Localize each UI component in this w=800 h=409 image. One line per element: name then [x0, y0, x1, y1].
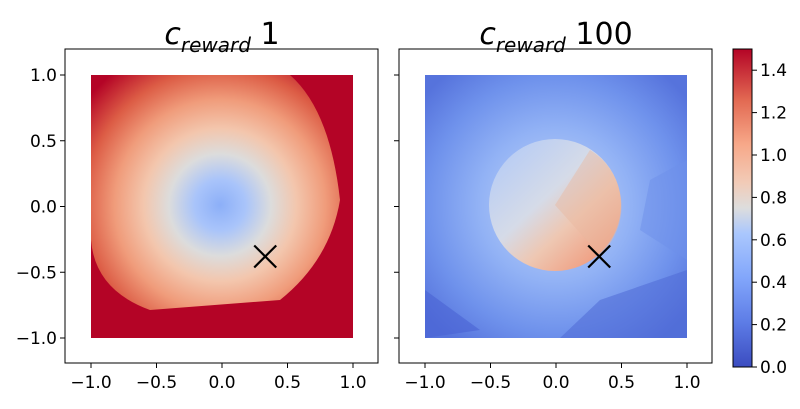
right-panel: creward 100 −1.0 −0.5 0.0 0.5 1.0	[394, 17, 713, 393]
x-tick-label: −1.0	[404, 373, 445, 393]
x-tick-label: 0.5	[274, 373, 301, 393]
colorbar-gradient	[732, 48, 753, 368]
x-tick-label: 0.5	[608, 373, 635, 393]
y-tick-label: −0.5	[16, 263, 57, 283]
right-title: creward 100	[479, 17, 632, 57]
left-x-axis: −1.0 −0.5 0.0 0.5 1.0	[70, 363, 367, 393]
right-heatmap	[425, 75, 687, 338]
right-marker-x	[587, 244, 612, 269]
colorbar-ticks: 0.0 0.2 0.4 0.6 0.8 1.0 1.2 1.4	[752, 61, 787, 378]
colorbar-tick-label: 0.2	[760, 316, 787, 336]
y-tick-label: 1.0	[30, 66, 57, 86]
colorbar-tick-label: 1.0	[760, 146, 787, 166]
x-tick-label: 1.0	[339, 373, 366, 393]
x-tick-label: −0.5	[470, 373, 511, 393]
colorbar: 0.0 0.2 0.4 0.6 0.8 1.0 1.2 1.4	[732, 48, 787, 378]
left-marker-x	[253, 244, 278, 269]
x-tick-label: 0.0	[208, 373, 235, 393]
colorbar-tick-label: 0.8	[760, 188, 787, 208]
y-tick-label: 0.5	[30, 132, 57, 152]
left-heatmap	[91, 75, 353, 338]
x-tick-label: −1.0	[70, 373, 111, 393]
x-tick-label: 1.0	[673, 373, 700, 393]
x-tick-label: 0.0	[542, 373, 569, 393]
colorbar-tick-label: 1.4	[760, 61, 787, 81]
colorbar-tick-label: 0.0	[760, 358, 787, 378]
right-y-axis	[394, 74, 399, 339]
left-panel: creward 1 −1.0 −0.5 0.0 0.5 1.0 −1.0 −0.5 0.0 0…	[16, 17, 379, 393]
y-tick-label: −1.0	[16, 329, 57, 349]
left-title: creward 1	[164, 17, 279, 57]
colorbar-tick-label: 0.6	[760, 231, 787, 251]
y-tick-label: 0.0	[30, 198, 57, 218]
colorbar-tick-label: 0.4	[760, 273, 787, 293]
left-y-axis: −1.0 −0.5 0.0 0.5 1.0	[16, 66, 65, 349]
x-tick-label: −0.5	[136, 373, 177, 393]
colorbar-tick-label: 1.2	[760, 104, 787, 124]
right-x-axis: −1.0 −0.5 0.0 0.5 1.0	[404, 363, 701, 393]
